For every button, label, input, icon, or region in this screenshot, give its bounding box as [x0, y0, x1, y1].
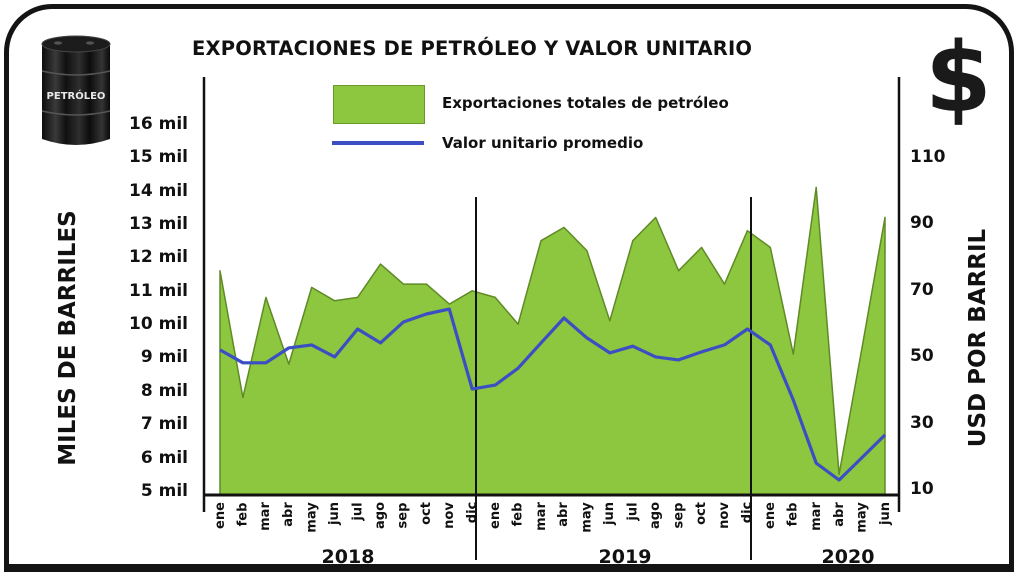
y-tick-label-right: 50 — [910, 346, 934, 367]
y-tick-label-left: 11 mil — [129, 280, 188, 301]
y-tick-label-left: 8 mil — [140, 380, 188, 401]
year-label: 2018 — [321, 546, 375, 568]
y-tick-label-left: 5 mil — [140, 480, 188, 501]
chart-title: EXPORTACIONES DE PETRÓLEO Y VALOR UNITAR… — [192, 37, 753, 60]
series-area-exports — [219, 186, 886, 496]
barrel-label: PETRÓLEO — [47, 89, 106, 102]
y-tick-label-right: 90 — [910, 213, 934, 234]
y-tick-label-left: 7 mil — [140, 414, 188, 435]
legend-swatch-exports — [333, 85, 425, 124]
dollar-icon: $ — [925, 22, 992, 134]
oil-barrel-icon: PETRÓLEO — [40, 33, 112, 155]
y-tick-label-right: 110 — [910, 147, 946, 167]
legend-label-unit-value: Valor unitario promedio — [442, 134, 644, 152]
legend-swatch-unit-value — [332, 141, 424, 145]
y-tick-label-left: 14 mil — [129, 180, 188, 201]
y-tick-label-right: 10 — [910, 479, 934, 499]
y-tick-label-left: 6 mil — [140, 447, 188, 468]
y-tick-label-left: 9 mil — [140, 347, 188, 368]
y-tick-label-right: 70 — [910, 279, 934, 300]
y-tick-label-left: 12 mil — [129, 247, 188, 268]
y-tick-label-left: 13 mil — [129, 214, 188, 235]
y-tick-label-right: 30 — [910, 412, 934, 433]
legend-label-exports: Exportaciones totales de petróleo — [442, 94, 729, 112]
chart-frame — [4, 4, 1014, 572]
year-label: 2019 — [598, 546, 652, 568]
series-line-unit-value — [219, 307, 887, 482]
y-tick-label-left: 10 mil — [129, 314, 188, 335]
year-label: 2020 — [821, 546, 875, 568]
y-tick-label-left: 15 mil — [129, 147, 188, 168]
y-tick-label-left: 16 mil — [129, 114, 188, 134]
